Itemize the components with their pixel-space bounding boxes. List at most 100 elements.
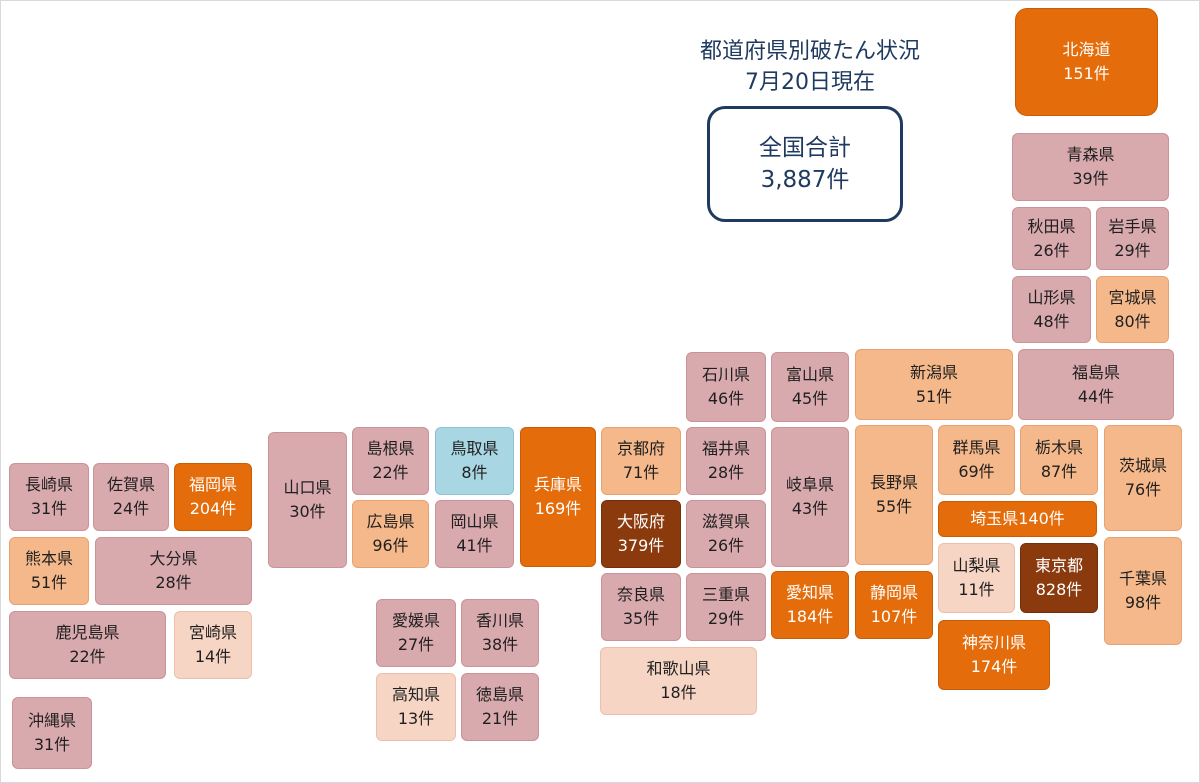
pref-count: 51件 xyxy=(915,386,953,406)
pref-nara[interactable]: 奈良県 35件 xyxy=(601,573,681,641)
pref-chiba[interactable]: 千葉県 98件 xyxy=(1104,537,1182,645)
pref-name: 群馬県 xyxy=(952,438,1001,457)
pref-aomori[interactable]: 青森県 39件 xyxy=(1012,133,1169,201)
pref-name: 秋田県 xyxy=(1027,216,1076,236)
pref-tokyo[interactable]: 東京都 828件 xyxy=(1020,543,1098,613)
pref-name: 大阪府 xyxy=(616,512,665,531)
pref-okayama[interactable]: 岡山県 41件 xyxy=(435,500,514,568)
pref-count: 71件 xyxy=(622,463,660,482)
pref-ibaraki[interactable]: 茨城県 76件 xyxy=(1104,425,1182,531)
pref-name: 島根県 xyxy=(366,439,415,458)
pref-fukui[interactable]: 福井県 28件 xyxy=(686,427,766,495)
total-label: 全国合計 xyxy=(759,135,851,161)
pref-nagasaki[interactable]: 長崎県 31件 xyxy=(9,463,89,531)
pref-name: 奈良県 xyxy=(616,585,665,604)
pref-oita[interactable]: 大分県 28件 xyxy=(95,537,252,605)
pref-name: 高知県 xyxy=(391,685,440,704)
national-total-box: 全国合計 3,887件 xyxy=(707,106,903,222)
pref-kyoto[interactable]: 京都府 71件 xyxy=(601,427,681,495)
pref-name: 沖縄県 xyxy=(27,711,76,730)
pref-name: 兵庫県 xyxy=(533,475,582,494)
total-value: 3,887件 xyxy=(760,167,850,193)
pref-kagawa[interactable]: 香川県 38件 xyxy=(461,599,539,667)
pref-niigata[interactable]: 新潟県 51件 xyxy=(855,349,1013,420)
pref-name: 福井県 xyxy=(701,439,750,458)
pref-yamanashi[interactable]: 山梨県 11件 xyxy=(938,543,1015,613)
pref-count: 22件 xyxy=(372,463,409,482)
pref-count: 80件 xyxy=(1114,311,1151,331)
pref-count: 379件 xyxy=(617,536,665,555)
pref-name: 岐阜県 xyxy=(785,475,834,494)
pref-count: 48件 xyxy=(1033,311,1070,331)
pref-name: 富山県 xyxy=(785,365,834,384)
pref-yamagata[interactable]: 山形県 48件 xyxy=(1012,276,1091,343)
pref-count: 44件 xyxy=(1077,386,1115,406)
pref-shimane[interactable]: 島根県 22件 xyxy=(352,427,429,495)
pref-fukuoka[interactable]: 福岡県 204件 xyxy=(174,463,252,531)
pref-wakayama[interactable]: 和歌山県 18件 xyxy=(600,647,757,715)
pref-count: 46件 xyxy=(707,389,745,408)
map-title: 都道府県別破たん状況 7月20日現在 xyxy=(600,36,1020,98)
pref-name: 広島県 xyxy=(366,512,415,531)
pref-kagoshima[interactable]: 鹿児島県 22件 xyxy=(9,611,166,679)
pref-count: 35件 xyxy=(622,609,660,628)
pref-osaka[interactable]: 大阪府 379件 xyxy=(601,500,681,568)
pref-name: 新潟県 xyxy=(909,362,958,382)
pref-iwate[interactable]: 岩手県 29件 xyxy=(1096,207,1169,270)
pref-name: 岩手県 xyxy=(1108,216,1157,236)
pref-count: 22件 xyxy=(69,647,106,666)
pref-name: 福島県 xyxy=(1071,362,1120,382)
pref-hokkaido[interactable]: 北海道 151件 xyxy=(1015,8,1158,116)
pref-tokushima[interactable]: 徳島県 21件 xyxy=(461,673,539,741)
pref-name: 京都府 xyxy=(616,439,665,458)
pref-count: 13件 xyxy=(397,709,435,728)
pref-count: 28件 xyxy=(707,463,745,482)
pref-fukushima[interactable]: 福島県 44件 xyxy=(1018,349,1174,420)
pref-okinawa[interactable]: 沖縄県 31件 xyxy=(12,697,92,769)
pref-miyagi[interactable]: 宮城県 80件 xyxy=(1096,276,1169,343)
pref-tochigi[interactable]: 栃木県 87件 xyxy=(1020,425,1098,495)
pref-toyama[interactable]: 富山県 45件 xyxy=(771,352,849,422)
pref-shizuoka[interactable]: 静岡県 107件 xyxy=(855,571,933,639)
pref-ehime[interactable]: 愛媛県 27件 xyxy=(376,599,456,667)
pref-name: 長野県 xyxy=(869,473,918,492)
pref-aichi[interactable]: 愛知県 184件 xyxy=(771,571,849,639)
pref-nagano[interactable]: 長野県 55件 xyxy=(855,425,933,565)
pref-count: 31件 xyxy=(33,735,71,754)
pref-saitama[interactable]: 埼玉県 140件 xyxy=(938,501,1097,537)
pref-name: 鹿児島県 xyxy=(55,623,120,642)
pref-name: 徳島県 xyxy=(475,685,524,704)
pref-hiroshima[interactable]: 広島県 96件 xyxy=(352,500,429,568)
pref-count: 26件 xyxy=(1033,240,1070,260)
pref-name: 愛知県 xyxy=(785,583,834,602)
pref-kanagawa[interactable]: 神奈川県 174件 xyxy=(938,620,1050,690)
pref-count: 14件 xyxy=(194,647,232,666)
pref-saga[interactable]: 佐賀県 24件 xyxy=(93,463,169,531)
pref-shiga[interactable]: 滋賀県 26件 xyxy=(686,500,766,568)
pref-tottori[interactable]: 鳥取県 8件 xyxy=(435,427,514,495)
pref-gifu[interactable]: 岐阜県 43件 xyxy=(771,427,849,567)
pref-count: 41件 xyxy=(456,536,493,555)
pref-hyogo[interactable]: 兵庫県 169件 xyxy=(520,427,596,567)
pref-name: 熊本県 xyxy=(24,549,73,568)
pref-gunma[interactable]: 群馬県 69件 xyxy=(938,425,1015,495)
pref-akita[interactable]: 秋田県 26件 xyxy=(1012,207,1091,270)
pref-name: 佐賀県 xyxy=(106,475,155,494)
pref-count: 55件 xyxy=(875,497,913,516)
title-line-1: 都道府県別破たん状況 xyxy=(699,39,920,64)
pref-name: 東京都 xyxy=(1034,556,1083,575)
pref-name: 山口県 xyxy=(283,478,332,497)
pref-kochi[interactable]: 高知県 13件 xyxy=(376,673,456,741)
pref-name: 神奈川県 xyxy=(961,633,1026,652)
pref-ishikawa[interactable]: 石川県 46件 xyxy=(686,352,766,422)
pref-name: 愛媛県 xyxy=(391,611,440,630)
pref-count: 28件 xyxy=(155,573,192,592)
pref-name: 山形県 xyxy=(1027,287,1076,307)
pref-name: 静岡県 xyxy=(869,583,918,602)
pref-count: 169件 xyxy=(534,499,582,518)
pref-name: 埼玉県 xyxy=(970,509,1019,528)
pref-miyazaki[interactable]: 宮崎県 14件 xyxy=(174,611,252,679)
pref-yamaguchi[interactable]: 山口県 30件 xyxy=(268,432,347,568)
pref-mie[interactable]: 三重県 29件 xyxy=(686,573,766,641)
pref-kumamoto[interactable]: 熊本県 51件 xyxy=(9,537,89,605)
